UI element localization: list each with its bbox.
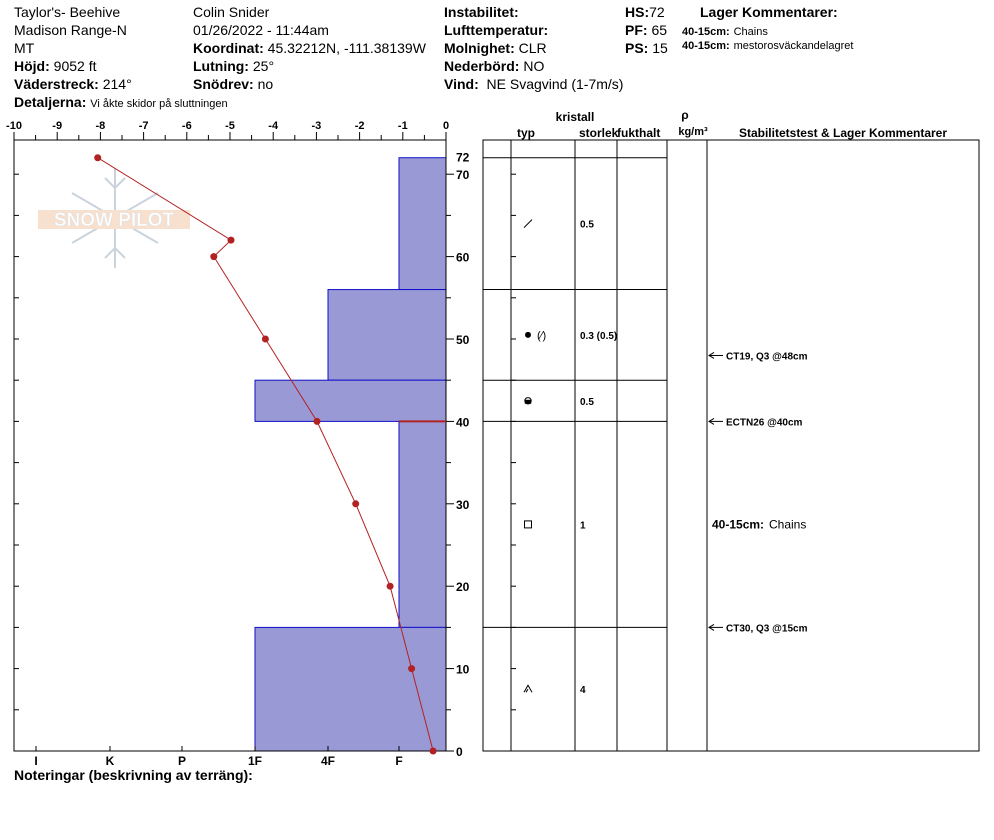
depth-tick-label: 30 [456,498,470,512]
depth-tick-label: 70 [456,168,470,182]
penetration-ski: PS: 15 [625,40,668,56]
stability-header: Stabilitetstest & Lager Kommentarer [739,126,947,140]
stability-test-label: ECTN26 @40cm [726,417,803,428]
terrain-notes-label: Noteringar (beskrivning av terräng): [14,767,253,783]
hardness-tick-label: I [34,754,37,768]
temp-tick-label: 0 [443,120,449,132]
depth-tick-label: 20 [456,580,470,594]
temperature-point [408,665,416,673]
table-comment-range: 40-15cm: [712,517,764,531]
stability-test-label: CT19, Q3 @48cm [726,351,808,362]
location-name: Taylor's- Beehive [14,4,121,20]
temp-tick-label: -8 [96,120,106,132]
temp-tick-label: -6 [182,120,192,132]
temperature-point [227,236,235,244]
temperature-point [94,154,102,162]
hardness-layer-bar [398,157,447,291]
arrow-head-icon [708,623,715,631]
temperature-point [429,747,437,755]
type-header: typ [517,126,535,140]
hardness-layer-bar [254,626,447,752]
hardness-layer-bar [254,379,447,422]
arrow-head-icon [708,417,715,425]
grain-size-value: 0.5 [580,397,594,408]
size-header: storlek [579,126,619,140]
depth-tick-label: 40 [456,415,470,429]
layer-table-frame [482,139,980,752]
grain-size-value: 4 [580,685,586,696]
depth-hoar-inner-icon [525,688,529,693]
snow-height: HS:72 [625,4,665,20]
moisture-header: fukthalt [617,126,660,140]
arrow-head-icon [708,352,715,359]
table-comment-text: Chains [769,517,806,531]
temperature-point [261,335,269,343]
temp-tick-label: -2 [355,120,365,132]
hardness-tick-label: 1F [248,754,262,768]
temperature-point [386,582,394,590]
hardness-tick-label: P [178,754,186,768]
temp-tick-label: -1 [398,120,408,132]
density-rho-header: ρ [681,108,688,122]
precipitation: Nederbörd: NO [444,58,545,74]
snow-height-tick-label: 72 [456,151,470,165]
layer-comment-1: 40-15cm: Chains [682,26,768,38]
observer: Colin Snider [193,4,270,20]
coordinates: Koordinat: 45.32212N, -111.38139W [193,40,426,56]
density-unit-header: kg/m³ [678,126,708,138]
temp-tick-label: -5 [225,120,235,132]
depth-tick-label: 60 [456,251,470,265]
state-name: MT [14,40,35,56]
wind-drift: Snödrev: no [193,76,274,92]
crystal-header: kristall [556,110,595,124]
depth-tick-label: 0 [456,745,463,759]
temp-tick-label: -9 [52,120,62,132]
grain-size-value: 0.3 (0.5) [580,331,617,342]
temperature-point [313,417,321,425]
elevation: Höjd: 9052 ft [14,58,97,74]
sky-cover: Molnighet: CLR [444,40,547,56]
instability: Instabilitet: [444,4,519,20]
depth-hoar-icon [523,684,533,693]
temperature-point [352,500,360,508]
temp-tick-label: -3 [312,120,322,132]
aspect: Väderstreck: 214° [14,76,132,92]
depth-tick-label: 10 [456,663,470,677]
temp-tick-label: -4 [268,120,279,132]
datetime: 01/26/2022 - 11:44am [193,22,329,38]
hardness-tick-label: K [106,754,115,768]
round-grain-icon [525,331,531,338]
penetration-foot: PF: 65 [625,22,668,38]
grain-size-value: 1 [580,520,586,531]
hardness-layer-bar [327,289,447,381]
temp-tick-label: -7 [139,120,149,132]
layer-comments-title: Lager Kommentarer: [700,4,838,20]
grain-size-value: 0.5 [580,220,594,231]
snowpilot-logo: SNOW PILOT [38,168,190,268]
layer-comment-2: 40-15cm: mestorosväckandelagret [682,40,854,52]
mixed-form-fill-icon [524,399,532,404]
slope: Lutning: 25° [193,58,275,74]
paren-slash-icon: (∕) [537,330,546,342]
wind: Vind: NE Svagvind (1-7m/s) [444,76,624,92]
air-temperature: Lufttemperatur: [444,22,549,38]
snowpilot-wordmark: SNOW PILOT [54,210,175,231]
temperature-point [210,253,218,261]
slash-icon [523,219,533,228]
depth-tick-label: 50 [456,333,470,347]
stability-test-label: CT30, Q3 @15cm [726,623,808,634]
range-name: Madison Range-N [14,22,127,38]
hardness-layer-bar [398,420,447,628]
details: Detaljerna: Vi åkte skidor på sluttninge… [14,94,228,110]
faceted-crystal-icon [524,520,532,529]
hardness-tick-label: 4F [321,754,335,768]
temp-tick-label: -10 [6,120,22,132]
hardness-tick-label: F [395,754,402,768]
